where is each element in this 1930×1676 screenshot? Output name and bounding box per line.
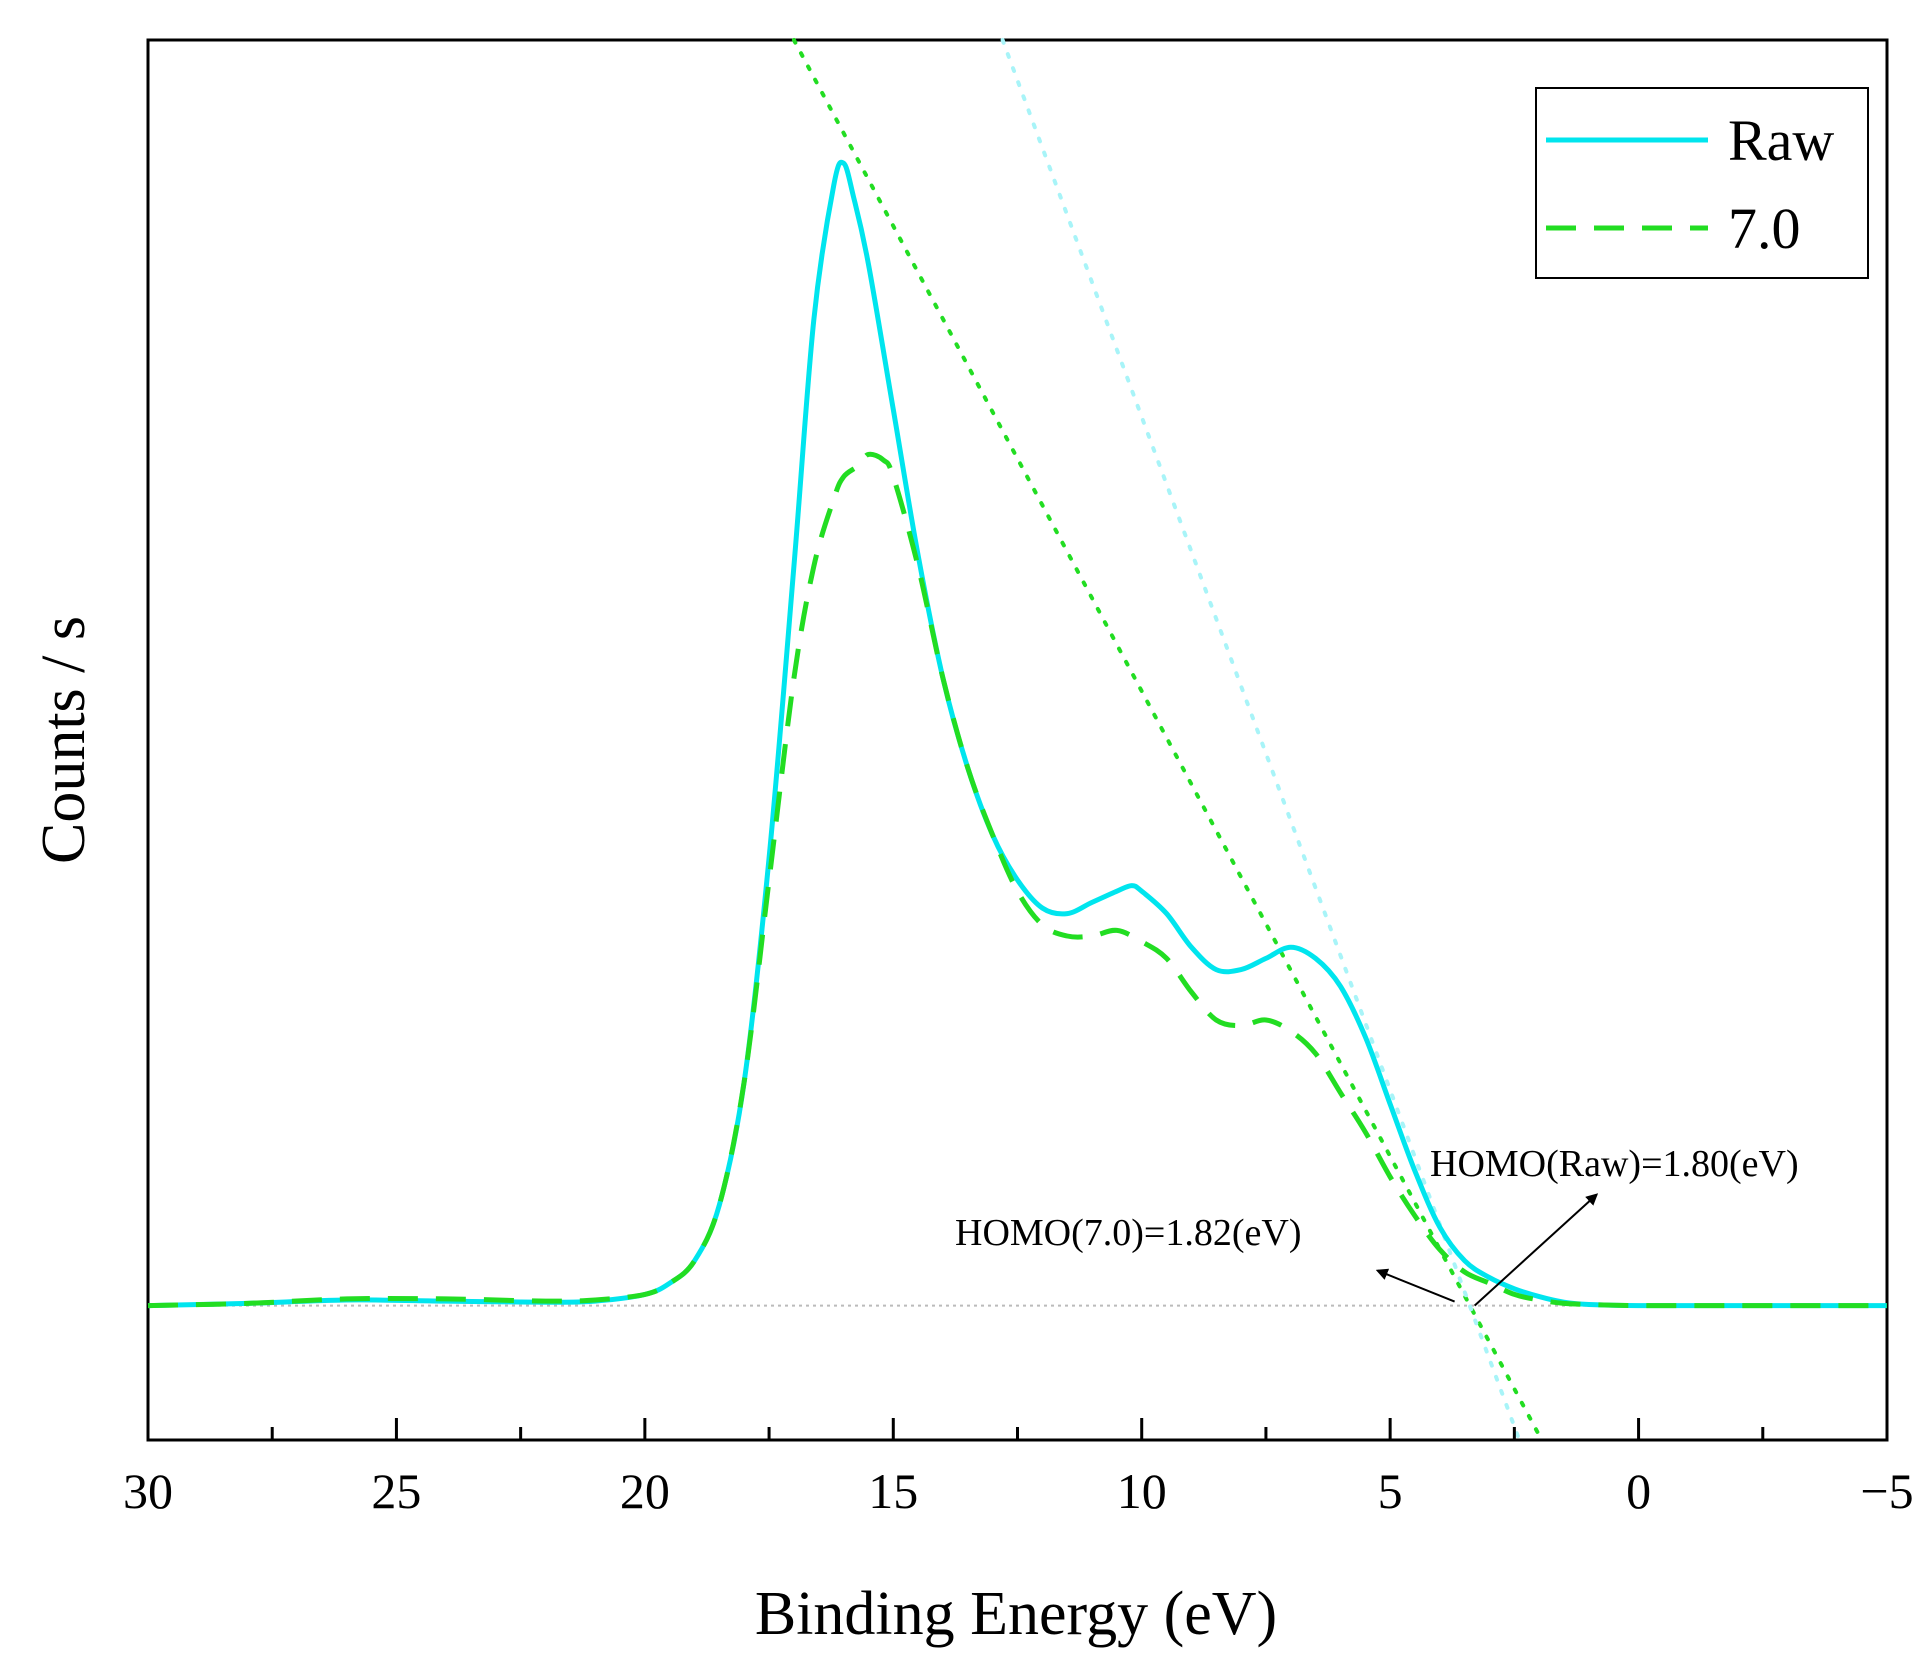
annotation-homo-raw: HOMO(Raw)=1.80(eV) xyxy=(1430,1143,1799,1185)
series-layer xyxy=(147,159,1887,1309)
y-axis-title: Counts / s xyxy=(30,616,98,864)
legend-box xyxy=(1535,87,1869,279)
legend-label-7-0: 7.0 xyxy=(1728,196,1801,261)
x-tick-label: 5 xyxy=(1378,1463,1403,1519)
fit-lines-layer xyxy=(791,38,1544,1442)
annotations: HOMO(Raw)=1.80(eV) HOMO(7.0)=1.82(eV) xyxy=(955,1143,1799,1307)
x-tick-label: 20 xyxy=(620,1463,670,1519)
annotation-arrow-7-0 xyxy=(1375,1268,1455,1303)
series-line-raw xyxy=(147,159,1887,1309)
x-axis-title: Binding Energy (eV) xyxy=(755,1580,1277,1648)
x-tick-label: 15 xyxy=(868,1463,918,1519)
annotation-homo-7-0: HOMO(7.0)=1.82(eV) xyxy=(955,1212,1301,1254)
x-tick-label: 10 xyxy=(1117,1463,1167,1519)
x-tick-label: 30 xyxy=(123,1463,173,1519)
fit-line-7-0 xyxy=(791,38,1544,1442)
fit-line-raw xyxy=(1000,38,1522,1442)
annotation-arrow-raw xyxy=(1473,1193,1599,1307)
x-tick-label: −5 xyxy=(1860,1463,1913,1519)
x-tick-label: 25 xyxy=(371,1463,421,1519)
legend: Raw 7.0 xyxy=(1535,87,1869,279)
legend-label-raw: Raw xyxy=(1728,108,1834,173)
series-line-7-0 xyxy=(147,451,1887,1309)
x-ticks-layer: 30 25 20 15 10 5 0 −5 xyxy=(123,1418,1914,1519)
x-tick-label: 0 xyxy=(1626,1463,1651,1519)
